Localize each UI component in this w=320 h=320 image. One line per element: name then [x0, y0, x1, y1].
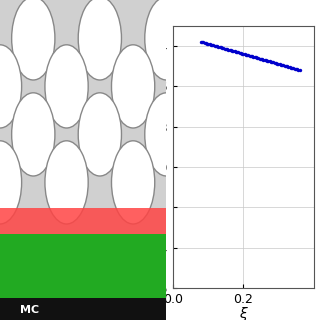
Text: MC: MC	[20, 305, 39, 316]
Bar	[0, 298, 166, 320]
Point	[275, 61, 280, 66]
Circle shape	[145, 93, 188, 176]
Point	[268, 59, 273, 64]
Point	[211, 43, 216, 48]
Point	[204, 41, 210, 46]
Point	[293, 66, 298, 71]
Point	[238, 51, 244, 56]
Point	[273, 61, 278, 66]
Point	[294, 67, 300, 72]
Y-axis label: $\epsilon_{rt}$: $\epsilon_{rt}$	[120, 148, 135, 166]
Point	[283, 63, 288, 68]
Point	[266, 59, 271, 64]
Point	[246, 53, 251, 58]
Point	[252, 55, 257, 60]
Circle shape	[0, 45, 22, 128]
Point	[227, 47, 232, 52]
Point	[276, 61, 281, 67]
Point	[284, 64, 290, 69]
Point	[269, 60, 275, 65]
Point	[228, 48, 234, 53]
Circle shape	[45, 45, 88, 128]
Point	[241, 51, 246, 56]
Point	[235, 50, 240, 55]
Point	[222, 46, 227, 51]
Point	[250, 54, 255, 59]
Point	[287, 65, 292, 70]
Circle shape	[45, 141, 88, 224]
Point	[277, 62, 282, 67]
Point	[279, 62, 284, 68]
Point	[204, 41, 209, 46]
Point	[213, 44, 219, 49]
Point	[282, 63, 287, 68]
Point	[217, 44, 222, 50]
Circle shape	[12, 0, 55, 80]
Point	[206, 41, 211, 46]
Circle shape	[111, 141, 155, 224]
Point	[242, 52, 247, 57]
Point	[247, 53, 252, 58]
Bar	[0, 234, 166, 301]
Point	[251, 54, 256, 59]
Point	[216, 44, 221, 49]
Point	[292, 66, 297, 71]
Point	[265, 58, 270, 63]
Point	[248, 53, 253, 59]
Circle shape	[111, 45, 155, 128]
Point	[233, 49, 238, 54]
Circle shape	[145, 0, 188, 80]
Point	[208, 42, 213, 47]
Text: (b): (b)	[148, 4, 167, 18]
Point	[210, 43, 215, 48]
Point	[207, 42, 212, 47]
Point	[258, 56, 263, 61]
Point	[231, 49, 236, 54]
Point	[215, 44, 220, 49]
Point	[212, 43, 217, 48]
Point	[243, 52, 248, 57]
Circle shape	[0, 141, 22, 224]
Point	[220, 45, 225, 50]
Point	[286, 64, 291, 69]
Point	[201, 40, 206, 45]
Point	[261, 57, 266, 62]
Point	[256, 56, 261, 61]
Point	[225, 47, 230, 52]
Circle shape	[78, 0, 122, 80]
Bar	[0, 208, 166, 237]
Point	[260, 57, 265, 62]
Point	[263, 58, 268, 63]
Circle shape	[78, 93, 122, 176]
Point	[237, 50, 242, 55]
Point	[262, 57, 267, 62]
Point	[291, 66, 296, 71]
Point	[236, 50, 241, 55]
Point	[240, 51, 245, 56]
Point	[223, 46, 228, 52]
Point	[244, 52, 250, 58]
Point	[288, 65, 293, 70]
Point	[267, 59, 272, 64]
Point	[254, 55, 260, 60]
Point	[198, 39, 204, 44]
X-axis label: ξ: ξ	[239, 307, 247, 320]
Point	[272, 60, 277, 65]
Point	[297, 68, 302, 73]
Point	[202, 40, 207, 45]
Point	[221, 46, 226, 51]
Point	[229, 48, 235, 53]
Point	[296, 67, 301, 72]
Point	[226, 47, 231, 52]
Point	[257, 56, 262, 61]
Point	[232, 49, 237, 54]
Point	[290, 65, 295, 70]
Point	[200, 40, 205, 45]
Point	[271, 60, 276, 65]
Point	[218, 45, 223, 50]
Point	[281, 63, 286, 68]
Circle shape	[12, 93, 55, 176]
Point	[278, 62, 284, 67]
Point	[253, 55, 259, 60]
